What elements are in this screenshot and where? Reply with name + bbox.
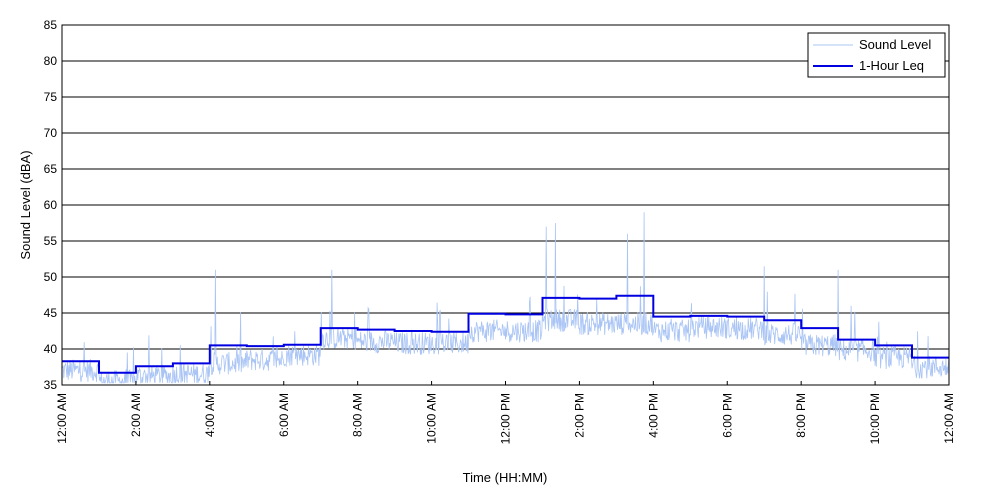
y-tick-label: 80 [44,54,58,68]
y-tick-label: 50 [44,270,58,284]
y-tick-label: 35 [44,378,58,392]
y-tick-label: 55 [44,234,58,248]
legend-box [807,32,946,78]
x-tick-label: 12:00 AM [55,393,69,444]
x-tick-label: 8:00 PM [794,393,808,438]
x-tick-label: 2:00 AM [129,393,143,437]
sound-level-layer [61,212,950,385]
y-tick-label: 70 [44,126,58,140]
y-tick-label: 60 [44,198,58,212]
x-tick-label: 4:00 PM [646,393,660,438]
x-tick-label: 12:00 PM [499,393,513,444]
x-tick-label: 8:00 AM [351,393,365,437]
y-axis-ticks: 35 40 45 50 55 60 65 70 75 80 85 [44,18,66,392]
series-line-leq [62,294,949,374]
x-tick-label: 6:00 AM [277,393,291,437]
y-tick-label: 40 [44,342,58,356]
x-tick-label: 4:00 AM [203,393,217,437]
x-tick-label: 6:00 PM [720,393,734,438]
legend-label-sound-level: Sound Level [859,37,931,52]
legend-label-leq: 1-Hour Leq [859,58,924,73]
y-axis-label: Sound Level (dBA) [18,150,33,259]
legend: Sound Level 1-Hour Leq [807,32,946,78]
x-tick-label: 2:00 PM [572,393,586,438]
y-tick-label: 75 [44,90,58,104]
x-tick-label: 12:00 AM [942,393,956,444]
x-axis-label: Time (HH:MM) [463,470,548,485]
x-tick-label: 10:00 AM [425,393,439,444]
y-tick-label: 65 [44,162,58,176]
y-tick-label: 45 [44,306,58,320]
x-tick-label: 10:00 PM [868,393,882,444]
leq-layer [62,294,949,374]
series-line-sound-level [61,212,950,385]
y-tick-label: 85 [44,18,58,32]
x-axis-ticks: 12:00 AM 2:00 AM 4:00 AM 6:00 AM 8:00 AM 10:0… [55,381,956,444]
